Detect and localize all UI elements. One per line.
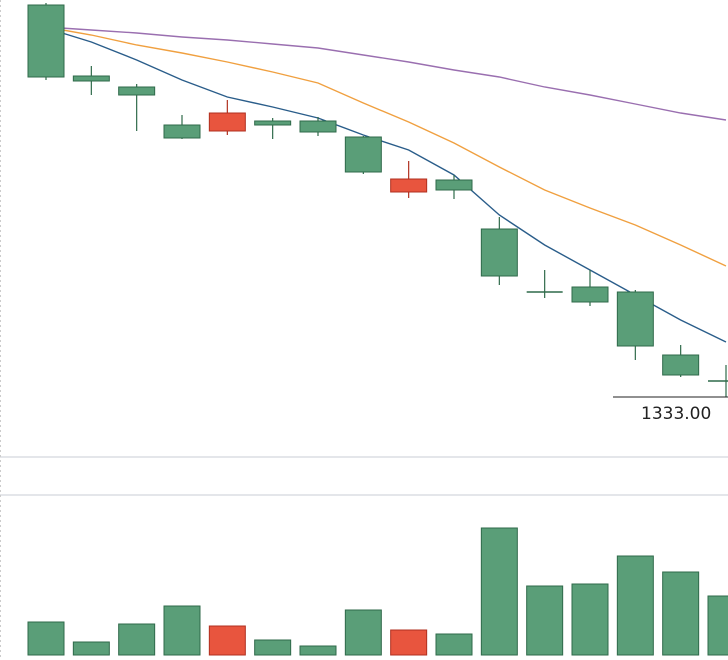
volume-bar <box>390 629 428 656</box>
ma-line <box>45 27 727 343</box>
candle-body <box>390 178 428 193</box>
volume-bar <box>72 641 110 656</box>
candle-body <box>27 4 65 78</box>
volume-bar <box>435 633 473 656</box>
candle-body <box>662 354 700 376</box>
volume-bar <box>571 583 609 656</box>
volume-bar <box>662 571 700 656</box>
candle-body <box>254 120 292 126</box>
volume-bar <box>480 527 518 656</box>
candle-body <box>480 228 518 277</box>
volume-bar <box>707 595 728 656</box>
volume-bar <box>254 639 292 656</box>
volume-bar <box>344 609 382 656</box>
volume-bar <box>299 645 337 656</box>
volume-bar <box>526 585 564 656</box>
volume-bar <box>118 623 156 656</box>
candle-body <box>435 179 473 191</box>
candle-body <box>72 75 110 82</box>
volume-bar <box>163 605 201 656</box>
candle-body <box>616 291 654 347</box>
candle-body <box>571 286 609 303</box>
candle-body <box>208 112 246 132</box>
candle-body <box>344 136 382 173</box>
volume-bar <box>208 625 246 656</box>
candle-body <box>163 124 201 139</box>
candle-body <box>299 120 337 133</box>
volume-bar <box>616 555 654 656</box>
ma-line <box>45 26 727 121</box>
volume-bar <box>27 621 65 656</box>
candle-body <box>118 86 156 96</box>
ma-line <box>45 26 727 267</box>
low-label: 1333.00 <box>641 404 711 424</box>
